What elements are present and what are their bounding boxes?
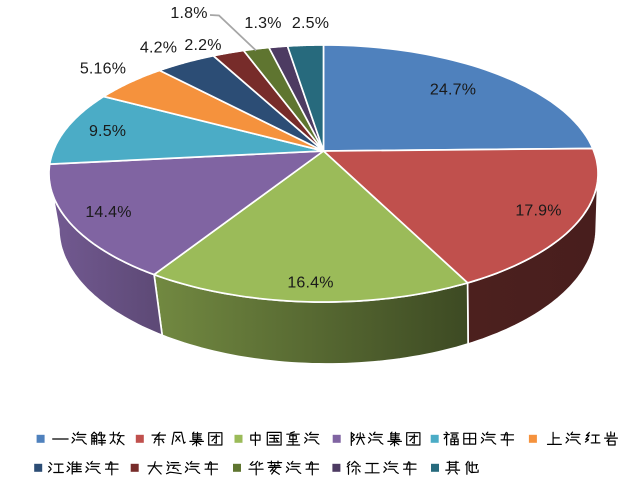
- svg-text:1.8%: 1.8%: [170, 5, 207, 22]
- svg-text:2.5%: 2.5%: [292, 15, 329, 32]
- svg-text:1.3%: 1.3%: [244, 15, 281, 32]
- svg-text:24.7%: 24.7%: [430, 82, 476, 99]
- svg-text:14.4%: 14.4%: [85, 204, 131, 221]
- svg-text:2.2%: 2.2%: [184, 37, 221, 54]
- svg-text:16.4%: 16.4%: [287, 275, 333, 292]
- svg-text:9.5%: 9.5%: [89, 123, 126, 140]
- svg-text:5.16%: 5.16%: [80, 61, 126, 78]
- svg-text:17.9%: 17.9%: [515, 203, 561, 220]
- svg-text:4.2%: 4.2%: [140, 40, 177, 57]
